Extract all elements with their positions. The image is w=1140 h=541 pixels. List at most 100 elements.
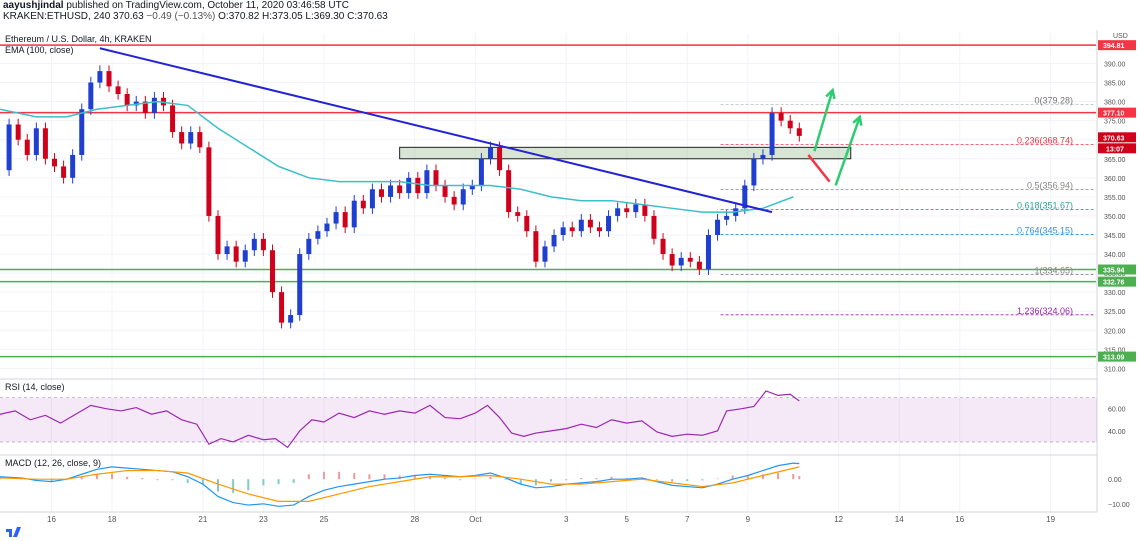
candle-body: [406, 177, 412, 194]
time-tick-label: 14: [895, 515, 904, 524]
candle-body: [115, 86, 121, 94]
level-price-badge-text: 313.09: [1103, 355, 1125, 362]
macd-histogram-bar: [111, 473, 114, 480]
macd-histogram-bar: [716, 478, 719, 480]
price-tick-label: 360.00: [1104, 176, 1126, 183]
candle-body: [160, 97, 166, 106]
macd-histogram-bar: [247, 479, 250, 491]
macd-histogram-bar: [459, 479, 462, 481]
fib-level-label: 0(379.28): [1034, 95, 1073, 105]
candle-body: [70, 154, 76, 178]
candle-body: [369, 189, 375, 209]
macd-histogram-bar: [610, 476, 613, 480]
macd-histogram-bar: [444, 477, 447, 480]
level-price-badge: [1098, 40, 1136, 51]
price-tick-label: 375.00: [1104, 119, 1126, 126]
candle-body: [106, 71, 112, 87]
level-price-badge-text: 394.81: [1103, 43, 1125, 50]
price-tick-label: 390.00: [1104, 61, 1126, 68]
candle-body: [260, 238, 266, 251]
candle-body: [378, 189, 384, 197]
level-price-badge: [1098, 351, 1136, 362]
candle-body: [769, 113, 775, 155]
candle-body: [324, 223, 330, 232]
time-tick-label: 16: [47, 515, 56, 524]
candle-body: [297, 254, 303, 316]
macd-histogram-bar: [201, 479, 204, 485]
rsi-line: [0, 390, 800, 449]
rsi-tick-label: 60.00: [1108, 407, 1126, 414]
price-tick-label: 320.00: [1104, 328, 1126, 335]
level-price-badge: [1098, 107, 1136, 118]
macd-histogram-bar: [746, 475, 749, 480]
macd-histogram-bar: [671, 479, 674, 482]
time-tick-label: 28: [410, 515, 419, 524]
candle-body: [624, 208, 630, 213]
macd-histogram-bar: [519, 479, 522, 485]
candle-body: [542, 246, 548, 262]
last-price: 370.63: [113, 11, 144, 22]
direction-arrow-shaft: [834, 116, 862, 186]
candle-body: [433, 170, 439, 186]
price-tick-label: 365.00: [1104, 157, 1126, 164]
candle-body: [460, 189, 466, 205]
candle-body: [796, 128, 802, 136]
last-price-badge-text: 370.63: [1103, 135, 1125, 142]
resistance-zone: [399, 146, 852, 160]
candle-body: [569, 227, 575, 232]
macd-histogram-bar: [625, 477, 628, 480]
time-tick-label: 19: [1046, 515, 1055, 524]
macd-histogram-bar: [307, 474, 310, 480]
candle-body: [633, 204, 639, 213]
time-tick-label: 18: [108, 515, 117, 524]
candle-body: [451, 196, 457, 205]
macd-histogram-bar: [50, 479, 53, 482]
candle-body: [415, 177, 421, 194]
macd-histogram-bar: [35, 479, 38, 481]
level-price-badge-text: 335.94: [1103, 268, 1125, 275]
candle-body: [42, 128, 48, 159]
tradingview-brand[interactable]: [6, 527, 26, 537]
fib-level-label: 0.618(351.67): [1017, 201, 1073, 211]
direction-arrow-head: [825, 87, 836, 100]
price-tick-label: 310.00: [1104, 366, 1126, 373]
macd-histogram-bar: [504, 479, 507, 480]
macd-histogram-bar: [731, 475, 734, 480]
candle-body: [133, 101, 139, 106]
price-tick-label: 330.00: [1104, 290, 1126, 297]
candle-body: [388, 185, 394, 197]
candle-body: [596, 227, 602, 232]
price-tick-label: 325.00: [1104, 309, 1126, 316]
price-tick-label: 380.00: [1104, 100, 1126, 107]
candle-body: [515, 212, 521, 216]
candle-body: [687, 257, 693, 262]
candle-body: [288, 315, 294, 323]
macd-histogram-bar: [777, 472, 780, 480]
macd-histogram-bar: [141, 477, 144, 480]
level-price-badge: [1098, 276, 1136, 287]
fib-level-label: 0.236(368.74): [1017, 136, 1073, 146]
countdown-badge-text: 13:07: [1106, 146, 1124, 153]
time-tick-label: 25: [320, 515, 329, 524]
fib-level-label: 0.764(345.15): [1017, 225, 1073, 235]
candle-body: [342, 212, 348, 228]
candle-body: [751, 158, 757, 186]
macd-histogram-bar: [655, 479, 658, 480]
candle-body: [315, 231, 321, 239]
candle-body: [33, 128, 39, 155]
macd-histogram-bar: [792, 474, 795, 480]
macd-histogram-bar: [171, 479, 174, 481]
macd-histogram-bar: [232, 479, 235, 493]
publish-header: aayushjindal published on TradingView.co…: [3, 0, 388, 22]
macd-histogram-bar: [595, 477, 598, 480]
candle-body: [506, 170, 512, 213]
candle-body: [242, 250, 248, 262]
candle-body: [61, 166, 67, 178]
time-tick-label: Oct: [469, 515, 482, 524]
price-tick-label: 350.00: [1104, 214, 1126, 221]
candle-body: [197, 132, 203, 148]
macd-histogram-bar: [277, 479, 280, 485]
candle-body: [615, 208, 621, 216]
macd-histogram-bar: [428, 476, 431, 480]
